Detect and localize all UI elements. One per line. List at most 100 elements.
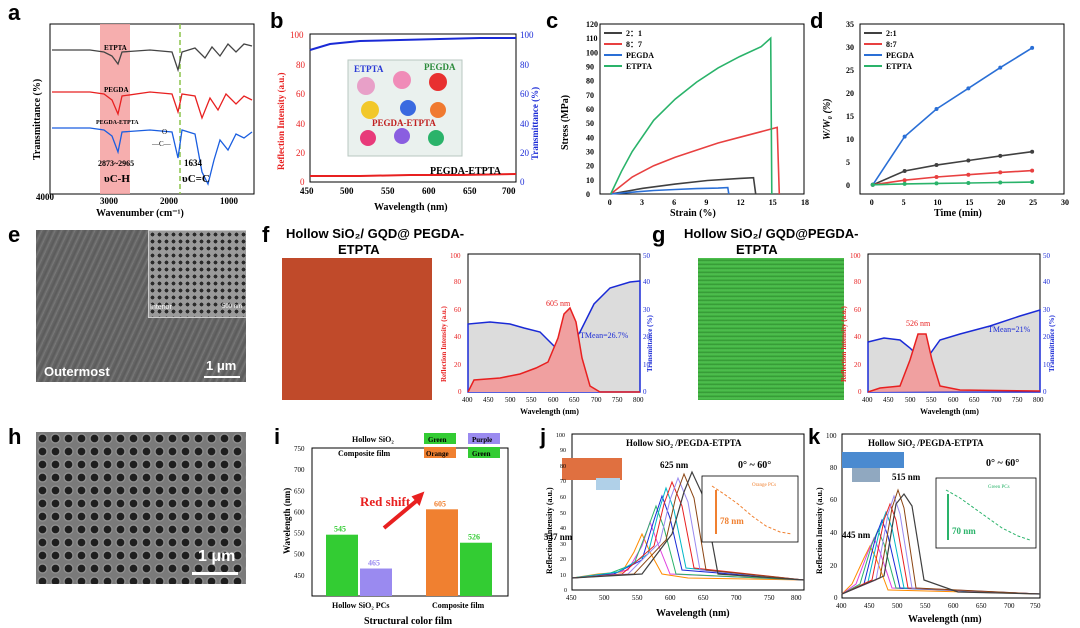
panel-b-xtick: 650 <box>463 186 477 196</box>
panel-d-ytick: 30 <box>846 43 854 52</box>
panel-i-arrow <box>382 496 422 530</box>
panel-label-i: i <box>274 424 281 449</box>
panel-g-ytick-right: 20 <box>1043 333 1051 341</box>
panel-g-peak-label: 526 nm <box>906 319 931 328</box>
panel-c-ytick: 120 <box>586 20 598 29</box>
panel-d-point <box>1030 45 1035 50</box>
panel-d-point <box>998 170 1003 175</box>
panel-f-xtick: 400 <box>462 396 473 404</box>
panel-c-ytick: 60 <box>586 105 594 114</box>
panel-c-series-line <box>610 126 781 195</box>
panel-g-trans-area <box>867 308 1041 393</box>
panel-b-inset-pegda: PEGDA <box>424 62 456 72</box>
panel-f-ytick-right: 0 <box>643 388 647 396</box>
panel-c-xtick: 18 <box>801 198 809 207</box>
panel-a-peak-mode: υC=C <box>182 173 210 185</box>
panel-d-point <box>902 169 907 174</box>
panel-c-stress-strain: 0 3 6 9 12 15 18 0 10 20 30 40 50 60 70 80 90 100 110 120 2… <box>560 20 809 219</box>
panel-j-xtick: 750 <box>764 594 775 602</box>
panel-j-xtick: 550 <box>632 594 643 602</box>
flower-icon <box>400 100 416 116</box>
panel-d-legend-label: ETPTA <box>886 62 912 71</box>
panel-f-xtick: 650 <box>569 396 580 404</box>
panel-d-point <box>934 175 939 179</box>
panel-g-ytick-right: 10 <box>1043 361 1051 369</box>
panel-j-xtick: 500 <box>599 594 610 602</box>
panel-k-inset-line <box>945 489 1031 541</box>
panel-g-xtick: 800 <box>1033 396 1044 404</box>
panel-k-ytick: 20 <box>830 562 838 570</box>
panel-c-series-line <box>610 186 730 195</box>
panel-j-ytick: 70 <box>560 479 566 485</box>
panel-g-ylabel-left: Reflection Intensity (a.u.) <box>840 306 848 382</box>
panel-i-bar <box>360 568 392 596</box>
panel-b-ytick: 20 <box>296 148 306 158</box>
panel-a-ylabel: Transmittance (%) <box>32 79 43 160</box>
panel-f-ytick: 40 <box>454 333 462 341</box>
panel-j-xtick: 700 <box>731 594 742 602</box>
panel-a-group-c: —C— <box>151 140 172 148</box>
flower-icon <box>430 102 446 118</box>
panel-d-xtick: 15 <box>965 198 973 207</box>
panel-d-ytick: 25 <box>846 66 854 75</box>
panel-b-ytick-right: 40 <box>520 119 530 129</box>
panel-a-xtick-1000: 1000 <box>220 196 239 206</box>
panel-g-xtick: 600 <box>948 396 959 404</box>
panel-j-ytick: 30 <box>560 542 566 548</box>
panel-label-j: j <box>540 424 547 449</box>
panel-label-g: g <box>652 222 666 247</box>
panel-k-inset <box>935 477 1037 549</box>
panel-k-inset-legend: Green PCs <box>988 485 1010 490</box>
panel-g-ytick: 40 <box>854 333 862 341</box>
panel-f-ytick: 100 <box>450 252 461 260</box>
panel-label-f: f <box>262 222 270 247</box>
panel-d-point <box>966 158 971 163</box>
panel-c-series-line <box>609 36 773 195</box>
panel-d-xtick: 10 <box>934 198 942 207</box>
panel-k-frame <box>841 433 1041 599</box>
panel-a-xtick-3000: 3000 <box>100 196 119 206</box>
panel-j-inset-line <box>711 485 793 535</box>
panel-c-ytick: 50 <box>586 119 594 128</box>
panel-b-xtick: 500 <box>340 186 354 196</box>
panel-b-trans-line <box>309 37 516 51</box>
panel-j-ytick: 20 <box>560 557 566 563</box>
panel-f-title-2: ETPTA <box>338 242 380 257</box>
panel-d-point <box>1030 149 1035 154</box>
panel-i-bar <box>460 542 492 596</box>
panel-label-b: b <box>270 8 284 33</box>
panel-g-ytick: 100 <box>850 252 861 260</box>
panel-f-ytick: 0 <box>458 388 462 396</box>
panel-d-xtick: 25 <box>1029 198 1037 207</box>
panel-b-ytick-right: 60 <box>520 89 530 99</box>
panel-j-ytick: 0 <box>564 588 567 594</box>
panel-c-ylabel: Stress (MPa) <box>560 95 571 150</box>
panel-d-point <box>870 182 875 187</box>
panel-d-point <box>966 86 971 91</box>
panel-h-scale-label: 1 μm <box>198 548 236 565</box>
panel-d-xtick: 0 <box>870 198 874 207</box>
panel-i-ytick: 500 <box>294 551 305 559</box>
panel-b-ytick: 80 <box>296 60 306 70</box>
panel-b-inset-blend: PEGDA-ETPTA <box>372 118 436 128</box>
legend-swatch-purple <box>468 433 500 444</box>
panel-g-ytick: 20 <box>854 361 862 369</box>
panel-k-inset-shift: 70 nm <box>952 526 976 536</box>
panel-f-ytick-right: 50 <box>643 252 651 260</box>
panel-c-ytick: 70 <box>586 91 594 100</box>
panel-g-ytick-right: 40 <box>1043 278 1051 286</box>
panel-b-inset-etpta: ETPTA <box>354 64 384 74</box>
panel-j-inset-shift: 78 nm <box>720 516 744 526</box>
panel-i-bar-label: 526 <box>468 533 480 542</box>
panel-k-title: Hollow SiO₂ /PEGDA-ETPTA <box>868 438 984 448</box>
panel-k-xlabel: Wavelength (nm) <box>908 614 982 625</box>
panel-c-xtick: 9 <box>704 198 708 207</box>
panel-d-point <box>998 65 1003 70</box>
panel-f-xtick: 600 <box>548 396 559 404</box>
panel-b-sample-label: PEGDA-ETPTA <box>430 166 502 177</box>
panel-j-xtick: 650 <box>698 594 709 602</box>
panel-j-angle: 0° ~ 60° <box>738 460 771 471</box>
panel-e-sem-image: Interior 500 nm Outermost 1 μm <box>36 230 246 382</box>
panel-a-etpta-line <box>52 42 253 73</box>
panel-j-peak-low: 547 nm <box>544 532 573 542</box>
